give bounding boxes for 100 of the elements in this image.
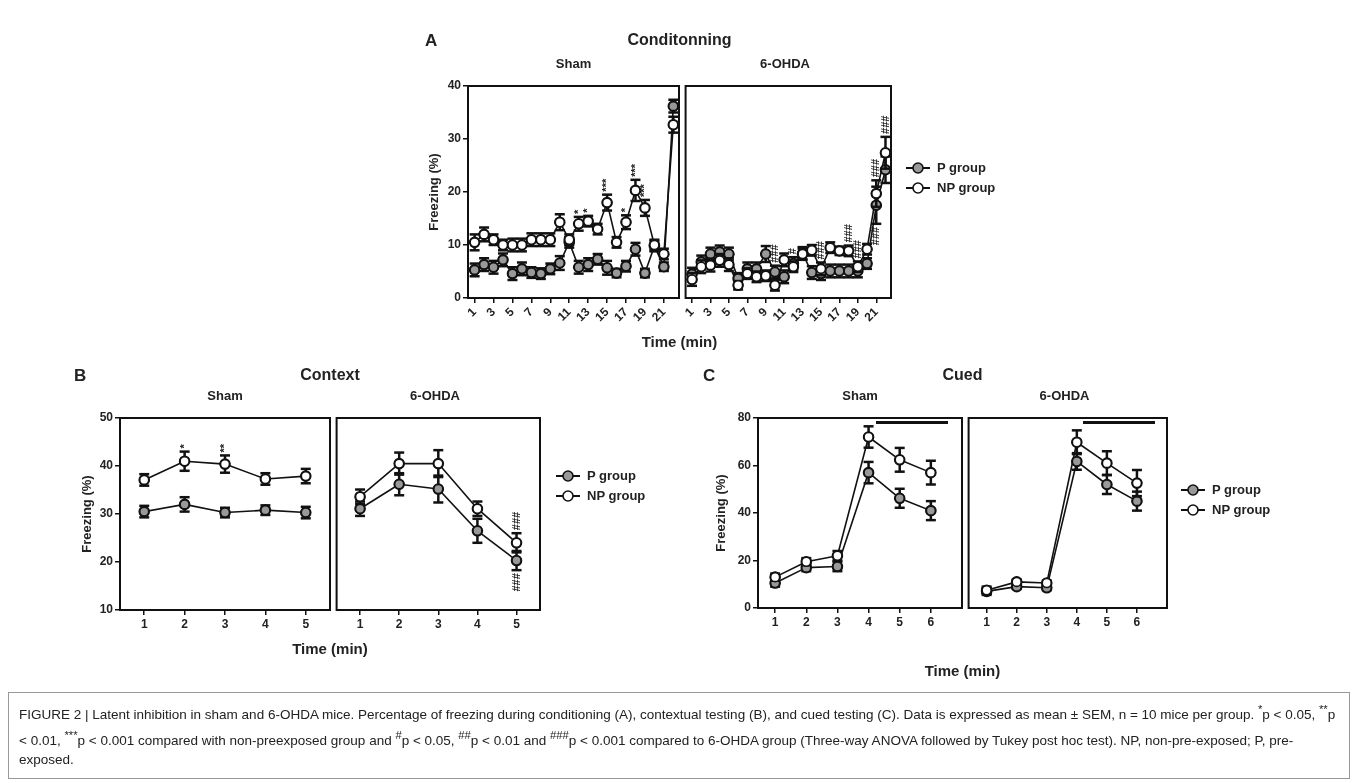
chart-subtitle: Sham (842, 388, 878, 403)
legend-label: P group (937, 159, 986, 177)
annotation: *** (628, 163, 641, 177)
x-tick-label: 4 (262, 616, 270, 631)
annotation: ### (767, 244, 780, 263)
annotation: ** (218, 443, 231, 453)
chart-title: Conditonning (627, 31, 732, 49)
x-tick-label: 13 (573, 304, 593, 324)
annotation: * (571, 208, 584, 214)
x-tick-label: 1 (771, 614, 779, 629)
x-tick-label: 5 (513, 616, 521, 631)
y-axis-title: Freezing (%) (78, 475, 94, 553)
y-tick-label: 60 (737, 457, 752, 472)
x-tick-label: 5 (302, 616, 310, 631)
y-tick-label: 0 (454, 290, 462, 305)
y-axis-title: Freezing (%) (712, 474, 728, 552)
x-tick-label: 21 (861, 304, 881, 324)
legend-label: NP group (937, 179, 996, 197)
x-tick-label: 11 (554, 304, 574, 324)
x-tick-label: 3 (221, 616, 229, 631)
y-tick-label: 20 (447, 184, 462, 199)
chart-subtitle: 6-OHDA (1039, 388, 1090, 403)
x-tick-label: 4 (865, 614, 873, 629)
text: FIGURE 2 | Latent inhibition in sham and 6-OHDA mice. Percentage of freezing during conditioning (A), contextual testing (B), and cued testing (C). Data is expressed as mean ± SEM, n = 10 mice per group. $^{*}$p < 0.05, $^{**}$p < 0.01, $^{***}$p < 0.001 compared with non-preexposed group and $^{#}$p < 0.05, $^{##}$p < 0.01 and $^{###}$p < 0.001 compared to 6-OHDA group (Three-way ANOVA followed by Tukey post hoc test). NP, non-pre-exposed; P, pre-exposed. (19, 703, 1336, 767)
annotation: ### (869, 158, 882, 178)
annotation: * (619, 207, 632, 213)
x-tick-label: 13 (787, 304, 808, 324)
x-tick-label: 5 (718, 304, 734, 320)
x-tick-label: 9 (755, 304, 771, 320)
y-tick-label: 20 (99, 554, 114, 569)
x-tick-label: 6 (927, 614, 935, 629)
y-tick-label: 50 (99, 410, 114, 425)
x-tick-label: 15 (806, 304, 826, 324)
x-axis-title: Time (min) (292, 640, 368, 657)
x-tick-label: 7 (737, 304, 752, 320)
y-tick-label: 20 (737, 552, 752, 567)
x-tick-label: 6 (1133, 614, 1141, 629)
x-tick-label: 2 (1013, 614, 1021, 629)
y-tick-label: 40 (737, 505, 752, 520)
x-tick-label: 17 (824, 304, 845, 324)
x-tick-label: 1 (681, 304, 697, 320)
x-tick-label: 5 (896, 614, 904, 629)
x-tick-label: 2 (395, 616, 403, 631)
x-tick-label: 2 (181, 616, 189, 631)
chart-subtitle: Sham (555, 56, 592, 71)
x-tick-label: 19 (842, 304, 863, 324)
y-tick-label: 10 (447, 237, 462, 252)
annotation: ### (850, 240, 863, 259)
x-tick-label: 19 (630, 304, 650, 324)
y-tick-label: 0 (744, 600, 752, 615)
x-tick-label: 3 (700, 304, 716, 320)
x-tick-label: 3 (1043, 614, 1051, 629)
annotation: ### (814, 241, 827, 260)
annotation: * (581, 207, 594, 213)
x-axis-title: Time (min) (641, 333, 718, 350)
chart-subtitle: Sham (207, 388, 243, 403)
x-tick-label: 1 (356, 616, 364, 631)
x-tick-label: 1 (140, 616, 148, 631)
y-tick-label: 30 (99, 506, 114, 521)
legend-label: P group (1212, 481, 1261, 499)
x-tick-label: 4 (474, 616, 482, 631)
text: C (703, 366, 716, 386)
y-tick-label: 40 (99, 458, 114, 473)
x-tick-label: 11 (769, 304, 789, 324)
x-tick-label: 3 (483, 304, 499, 320)
y-tick-label: 30 (447, 131, 462, 146)
chart-title: Cued (942, 366, 983, 384)
x-tick-label: 17 (611, 304, 631, 324)
y-axis-title: Freezing (%) (425, 153, 441, 231)
x-tick-label: 21 (648, 304, 669, 324)
y-tick-label: 10 (99, 602, 114, 617)
annotation: *** (600, 178, 613, 192)
x-tick-label: 1 (983, 614, 991, 629)
text: A (425, 31, 438, 51)
chart-subtitle: 6-OHDA (760, 56, 810, 71)
x-tick-label: 7 (521, 304, 537, 320)
y-tick-label: 80 (737, 410, 752, 425)
x-tick-label: 4 (1073, 614, 1081, 629)
y-tick-label: 40 (447, 78, 462, 93)
annotation: *** (637, 183, 650, 197)
annotation: * (177, 443, 190, 449)
annotation: ### (841, 224, 854, 243)
x-tick-label: 15 (592, 304, 612, 324)
x-tick-label: 3 (834, 614, 842, 629)
text: B (74, 366, 87, 386)
legend-label: NP group (1212, 501, 1271, 519)
annotation: ### (869, 226, 882, 246)
annotation: ### (509, 573, 522, 592)
legend-label: P group (587, 467, 636, 485)
x-tick-label: 9 (540, 304, 555, 320)
annotation: # (786, 248, 799, 255)
x-tick-label: 5 (502, 304, 518, 320)
legend-label: NP group (587, 487, 646, 505)
annotation: ### (509, 511, 522, 531)
x-tick-label: 3 (434, 616, 442, 631)
annotation: ### (878, 115, 891, 134)
x-tick-label: 2 (802, 614, 810, 629)
chart-title: Context (300, 366, 360, 384)
x-axis-title: Time (min) (924, 662, 1001, 679)
x-tick-label: 1 (464, 304, 480, 320)
